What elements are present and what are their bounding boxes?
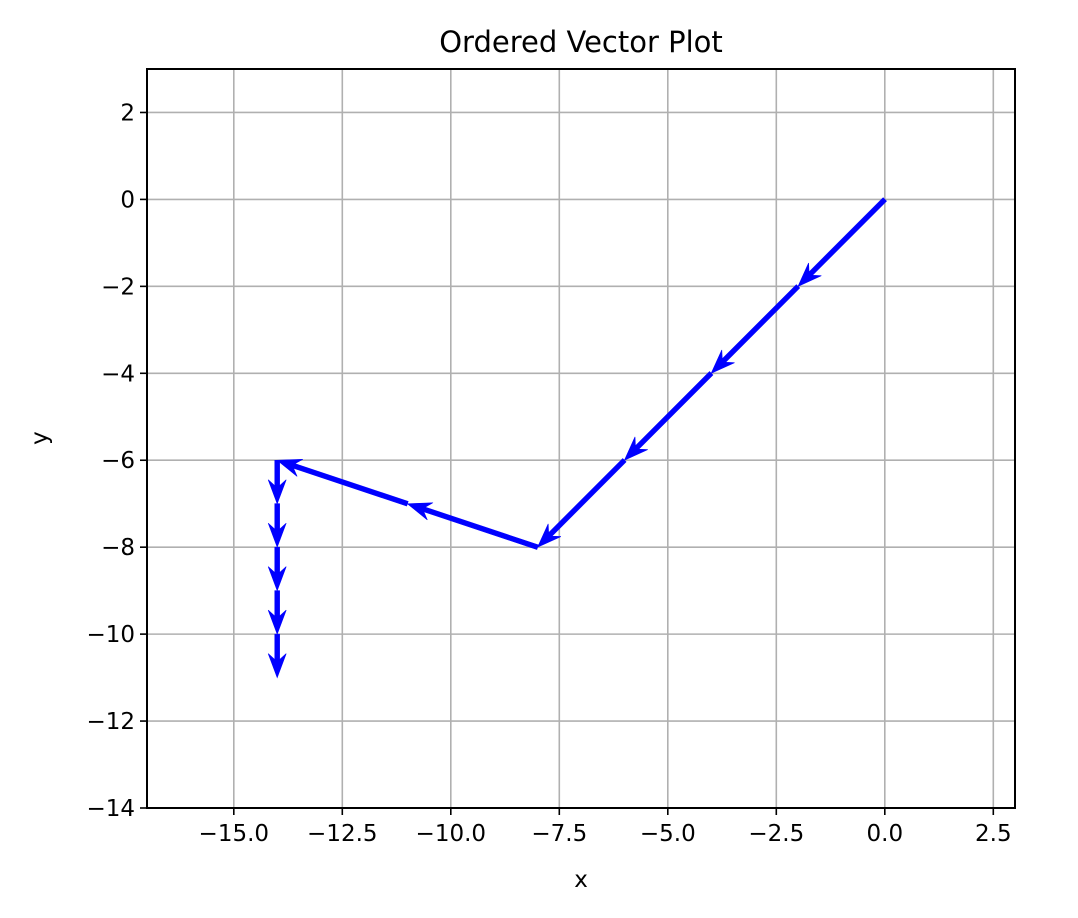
vector-arrow: [267, 546, 287, 592]
y-tick-label: −12: [86, 709, 135, 735]
vector-arrow: [267, 459, 287, 505]
y-tick-label: −8: [101, 535, 135, 561]
x-tick-label: −5.0: [640, 821, 696, 847]
x-tick-label: −10.0: [416, 821, 486, 847]
y-tick-label: −6: [101, 448, 135, 474]
x-tick-label: −2.5: [748, 821, 804, 847]
y-tick-label: −4: [101, 361, 135, 387]
vector-arrow: [797, 197, 887, 287]
chart-title: Ordered Vector Plot: [439, 25, 723, 59]
vector-arrow: [276, 459, 409, 507]
vector-arrow: [623, 371, 714, 461]
vectors: [267, 197, 887, 679]
ticks: −15.0 −12.5 −10.0 −7.5 −5.0 −2.5 0.0 2.5 2 0 −2 −4 −…: [86, 100, 1011, 847]
vector-arrow: [267, 590, 287, 635]
grid: [147, 69, 1015, 809]
x-tick-label: −15.0: [199, 821, 269, 847]
x-tick-label: −7.5: [531, 821, 587, 847]
plot-frame: [146, 68, 1016, 809]
y-tick-label: 0: [120, 187, 135, 213]
vector-arrow: [710, 284, 801, 374]
y-tick-label: −10: [86, 622, 135, 648]
x-tick-label: 0.0: [867, 821, 904, 847]
x-tick-label: 2.5: [975, 821, 1012, 847]
y-tick-label: −14: [86, 796, 135, 822]
vector-arrow: [406, 502, 539, 550]
x-tick-label: −12.5: [307, 821, 377, 847]
vector-arrow: [267, 633, 287, 679]
x-axis-label: x: [574, 867, 588, 893]
vector-arrow: [267, 503, 287, 549]
y-tick-label: −2: [101, 274, 135, 300]
y-axis-label: y: [27, 431, 53, 445]
y-tick-label: 2: [120, 100, 135, 126]
vector-arrow: [536, 458, 627, 548]
